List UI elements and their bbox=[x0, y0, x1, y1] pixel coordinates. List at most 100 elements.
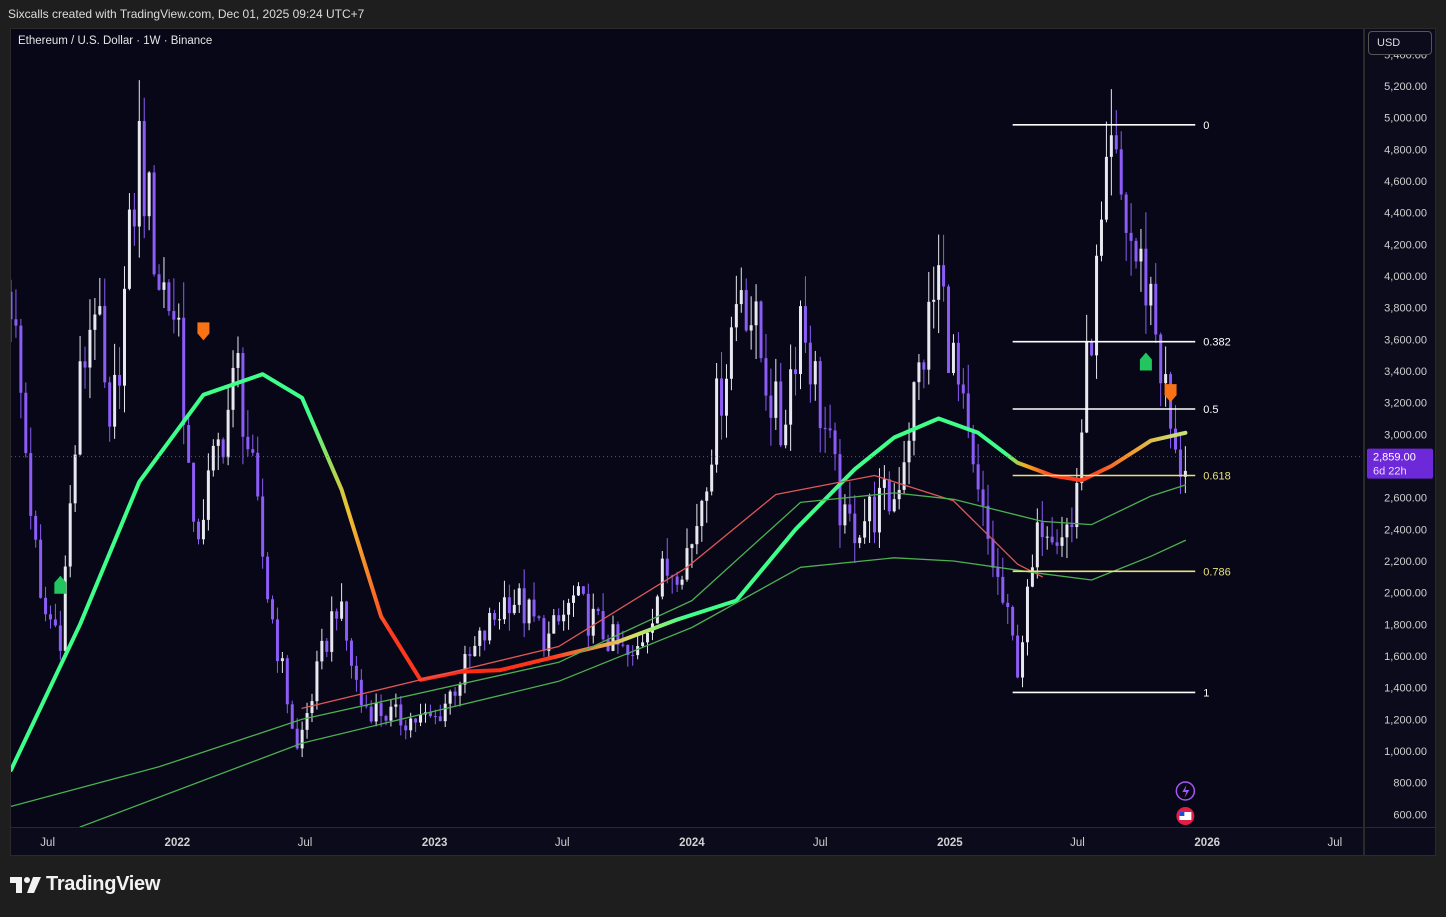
sell-signal-marker[interactable] bbox=[197, 322, 210, 341]
candle-body bbox=[675, 576, 679, 585]
candle-body bbox=[152, 172, 156, 275]
bar-countdown-label: 6d 22h bbox=[1373, 466, 1407, 478]
footer-brand[interactable]: TradingView bbox=[10, 873, 160, 896]
candle-body bbox=[1030, 567, 1034, 587]
candle-body bbox=[961, 384, 965, 394]
candle-body bbox=[576, 586, 580, 596]
candle-body bbox=[739, 290, 743, 305]
candle-body bbox=[73, 454, 77, 504]
candle-body bbox=[172, 311, 176, 320]
candle-body bbox=[78, 361, 82, 455]
flag-canton-icon bbox=[1179, 812, 1185, 816]
moving-average-line-2 bbox=[301, 474, 1043, 709]
brand-name: TradingView bbox=[46, 873, 161, 895]
candle-body bbox=[1050, 536, 1054, 543]
currency-button[interactable]: USD bbox=[1368, 31, 1432, 55]
candle-body bbox=[779, 381, 783, 446]
price-tick-label: 4,200.00 bbox=[1384, 239, 1427, 251]
candle-body bbox=[443, 703, 447, 722]
candle-body bbox=[340, 601, 344, 619]
lightning-bolt-icon bbox=[1182, 785, 1190, 798]
time-tick-label: 2026 bbox=[1194, 837, 1220, 849]
candle-body bbox=[369, 706, 373, 722]
sell-signal-marker[interactable] bbox=[1164, 384, 1177, 403]
candle-body bbox=[966, 393, 970, 432]
candle-body bbox=[157, 274, 161, 290]
lightning-event-icon[interactable] bbox=[1175, 781, 1196, 801]
candle-body bbox=[187, 425, 191, 463]
fib-level-label: 0.618 bbox=[1203, 471, 1231, 483]
candle-body bbox=[557, 615, 561, 622]
candle-body bbox=[596, 608, 600, 612]
price-tick-label: 3,200.00 bbox=[1384, 398, 1427, 410]
candle-body bbox=[211, 445, 215, 471]
candle-body bbox=[448, 691, 452, 704]
price-chart[interactable]: 0 0.382 0.5 0.618 0.786 1 bbox=[11, 29, 1363, 827]
candle-body bbox=[266, 556, 270, 600]
candle-body bbox=[83, 361, 87, 368]
chart-pane[interactable]: 0 0.382 0.5 0.618 0.786 1 bbox=[10, 28, 1364, 828]
buy-signal-marker[interactable] bbox=[54, 575, 67, 594]
candle-body bbox=[794, 369, 798, 375]
candle-body bbox=[833, 430, 837, 455]
fib-level-label: 0.382 bbox=[1203, 337, 1231, 349]
time-tick-label: 2022 bbox=[165, 837, 191, 849]
candle-body bbox=[927, 301, 931, 370]
candle-body bbox=[48, 614, 52, 620]
candle-body bbox=[522, 588, 526, 624]
price-tick-label: 4,600.00 bbox=[1384, 176, 1427, 188]
candle-body bbox=[404, 725, 408, 731]
candle-body bbox=[251, 449, 255, 453]
candle-body bbox=[394, 704, 398, 707]
candle-body bbox=[808, 342, 812, 385]
candle-body bbox=[197, 521, 201, 540]
candle-body bbox=[660, 558, 664, 597]
price-tick-label: 4,800.00 bbox=[1384, 144, 1427, 156]
candle-body bbox=[256, 452, 260, 497]
price-tick-label: 4,000.00 bbox=[1384, 271, 1427, 283]
time-tick-label: Jul bbox=[813, 837, 828, 849]
candle-body bbox=[567, 602, 571, 615]
price-tick-label: 4,400.00 bbox=[1384, 208, 1427, 220]
fib-level-label: 1 bbox=[1203, 687, 1209, 699]
candle-body bbox=[478, 630, 482, 646]
candle-body bbox=[1085, 342, 1089, 433]
candle-body bbox=[892, 499, 896, 512]
moving-average-line-1 bbox=[11, 372, 1188, 772]
candle-body bbox=[1129, 232, 1133, 241]
fib-level-label: 0.5 bbox=[1203, 404, 1218, 416]
candle-body bbox=[1045, 536, 1049, 538]
candle-body bbox=[497, 619, 501, 621]
candle-body bbox=[1159, 334, 1163, 384]
candle-body bbox=[1124, 194, 1128, 233]
candle-body bbox=[789, 369, 793, 425]
price-axis[interactable]: 600.00 800.00 1,000.00 1,200.00 1,400.00 1,60… bbox=[1364, 28, 1436, 828]
candle-body bbox=[887, 479, 891, 512]
time-axis[interactable]: Jul 2022 Jul 2023 Jul 2024 Jul 2025 Jul 2026 Jul bbox=[10, 828, 1364, 856]
price-tick-label: 1,600.00 bbox=[1384, 651, 1427, 663]
candle-body bbox=[947, 286, 951, 373]
buy-signal-marker[interactable] bbox=[1139, 352, 1152, 371]
price-tick-label: 2,400.00 bbox=[1384, 524, 1427, 536]
candle-body bbox=[468, 654, 472, 657]
candle-body bbox=[201, 519, 205, 540]
candle-body bbox=[537, 616, 541, 619]
candle-body bbox=[937, 265, 941, 300]
candle-body bbox=[488, 613, 492, 641]
price-tick-label: 600.00 bbox=[1393, 809, 1427, 821]
candle-body bbox=[295, 728, 299, 749]
candle-body bbox=[690, 544, 694, 549]
candle-body bbox=[863, 521, 867, 538]
candle-body bbox=[335, 611, 339, 619]
candle-body bbox=[167, 282, 171, 312]
candle-body bbox=[39, 539, 43, 598]
candle-body bbox=[601, 611, 605, 640]
candle-body bbox=[1035, 522, 1039, 568]
candle-body bbox=[621, 644, 625, 646]
candle-body bbox=[11, 291, 13, 320]
time-tick-label: 2023 bbox=[422, 837, 448, 849]
candle-body bbox=[1001, 576, 1005, 603]
candle-body bbox=[868, 496, 872, 522]
candle-body bbox=[226, 409, 230, 458]
candle-body bbox=[113, 374, 117, 427]
